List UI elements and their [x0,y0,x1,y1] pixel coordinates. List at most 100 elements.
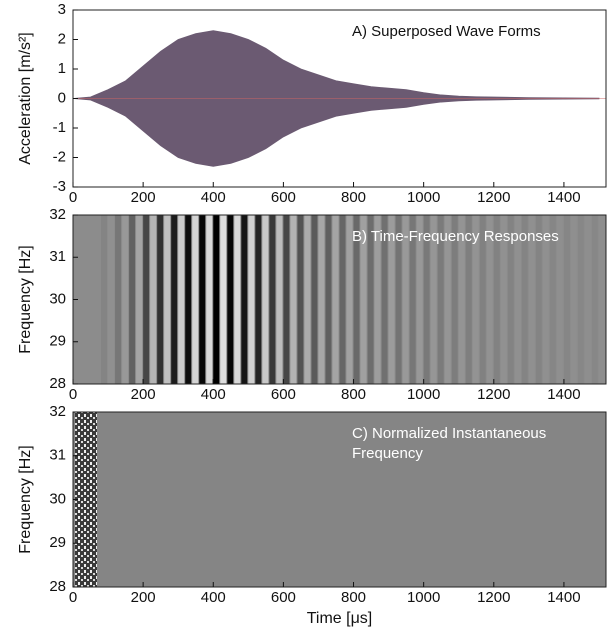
dark-stripe [227,215,234,384]
dark-stripe [592,215,598,384]
x-tick-label: 1200 [477,589,510,606]
panel-annotation: C) Normalized Instantaneous [352,425,546,442]
x-tick-label: 1000 [407,589,440,606]
dark-stripe [283,215,290,384]
light-stripe [136,215,143,384]
dark-stripe [171,215,178,384]
y-tick-label: 32 [49,403,66,420]
x-tick-label: 600 [271,589,296,606]
dark-stripe [325,215,332,384]
dark-stripe [507,215,514,384]
y-tick-label: 28 [49,578,66,595]
light-stripe [444,215,451,384]
dark-stripe [395,215,402,384]
light-stripe [192,215,199,384]
light-stripe [486,215,493,384]
light-stripe [248,215,255,384]
light-stripe [500,215,507,384]
light-stripe [164,215,171,384]
dark-stripe [563,215,570,384]
light-stripe [290,215,297,384]
light-stripe [402,215,409,384]
x-tick-label: 400 [201,386,226,403]
dark-stripe [578,215,584,384]
x-tick-label: 1000 [407,386,440,403]
marks [75,412,97,587]
light-stripe [472,215,479,384]
panel-annotation: A) Superposed Wave Forms [352,23,541,40]
x-tick-label: 400 [201,189,226,206]
x-tick-label: 600 [271,189,296,206]
x-tick-label: 800 [341,189,366,206]
x-tick-label: 800 [341,386,366,403]
light-stripe [430,215,437,384]
x-tick-label: 0 [69,386,77,403]
x-tick-label: 1400 [547,589,580,606]
y-axis-label: Frequency [Hz] [17,445,34,553]
y-tick-label: 32 [49,206,66,223]
y-axis-label: Frequency [Hz] [17,245,34,353]
y-tick-label: 0 [58,89,66,106]
wave-envelope [72,30,600,99]
y-tick-label: -1 [53,119,66,136]
dark-stripe [367,215,374,384]
light-stripe [458,215,465,384]
dark-stripe [437,215,444,384]
dark-stripe [549,215,556,384]
y-tick-label: -3 [53,178,66,195]
dark-stripe [199,215,206,384]
x-tick-label: 200 [131,589,156,606]
x-tick-label: 200 [131,386,156,403]
x-tick-label: 1200 [477,386,510,403]
panel-annotation: B) Time-Frequency Responses [352,228,559,245]
x-tick-label: 1400 [547,386,580,403]
x-tick-label: 200 [131,189,156,206]
light-stripe [262,215,269,384]
y-tick-label: 3 [58,1,66,18]
dark-stripe [521,215,528,384]
light-stripe [571,215,577,384]
y-tick-label: 1 [58,60,66,77]
y-tick-label: 30 [49,290,66,307]
dark-stripe [213,215,220,384]
dark-stripe [101,215,108,384]
dark-stripe [185,215,192,384]
light-stripe [122,215,129,384]
dark-stripe [255,215,262,384]
light-stripe [599,215,605,384]
marks [101,215,605,384]
x-tick-label: 600 [271,386,296,403]
light-stripe [276,215,283,384]
panel-annotation: Frequency [352,445,423,462]
dark-stripe [269,215,276,384]
plot-area [73,412,606,587]
dark-stripe [479,215,486,384]
x-tick-label: 800 [341,589,366,606]
dark-stripe [143,215,150,384]
x-tick-label: 400 [201,589,226,606]
x-tick-label: 1400 [547,189,580,206]
light-stripe [108,215,114,384]
y-axis-label: Acceleration [m/s²] [17,32,34,164]
y-tick-label: 31 [49,248,66,265]
marks [72,30,606,167]
y-tick-label: 31 [49,447,66,464]
light-stripe [234,215,241,384]
dark-stripe [465,215,472,384]
light-stripe [220,215,227,384]
light-stripe [178,215,185,384]
dark-stripe [241,215,248,384]
dark-stripe [353,215,360,384]
light-stripe [514,215,521,384]
wave-envelope [72,98,600,167]
dark-stripe [129,215,136,384]
x-tick-label: 1200 [477,189,510,206]
y-tick-label: 28 [49,375,66,392]
y-tick-label: 29 [49,333,66,350]
y-tick-label: 2 [58,30,66,47]
dark-stripe [409,215,416,384]
dark-stripe [157,215,164,384]
light-stripe [388,215,395,384]
dark-stripe [535,215,542,384]
